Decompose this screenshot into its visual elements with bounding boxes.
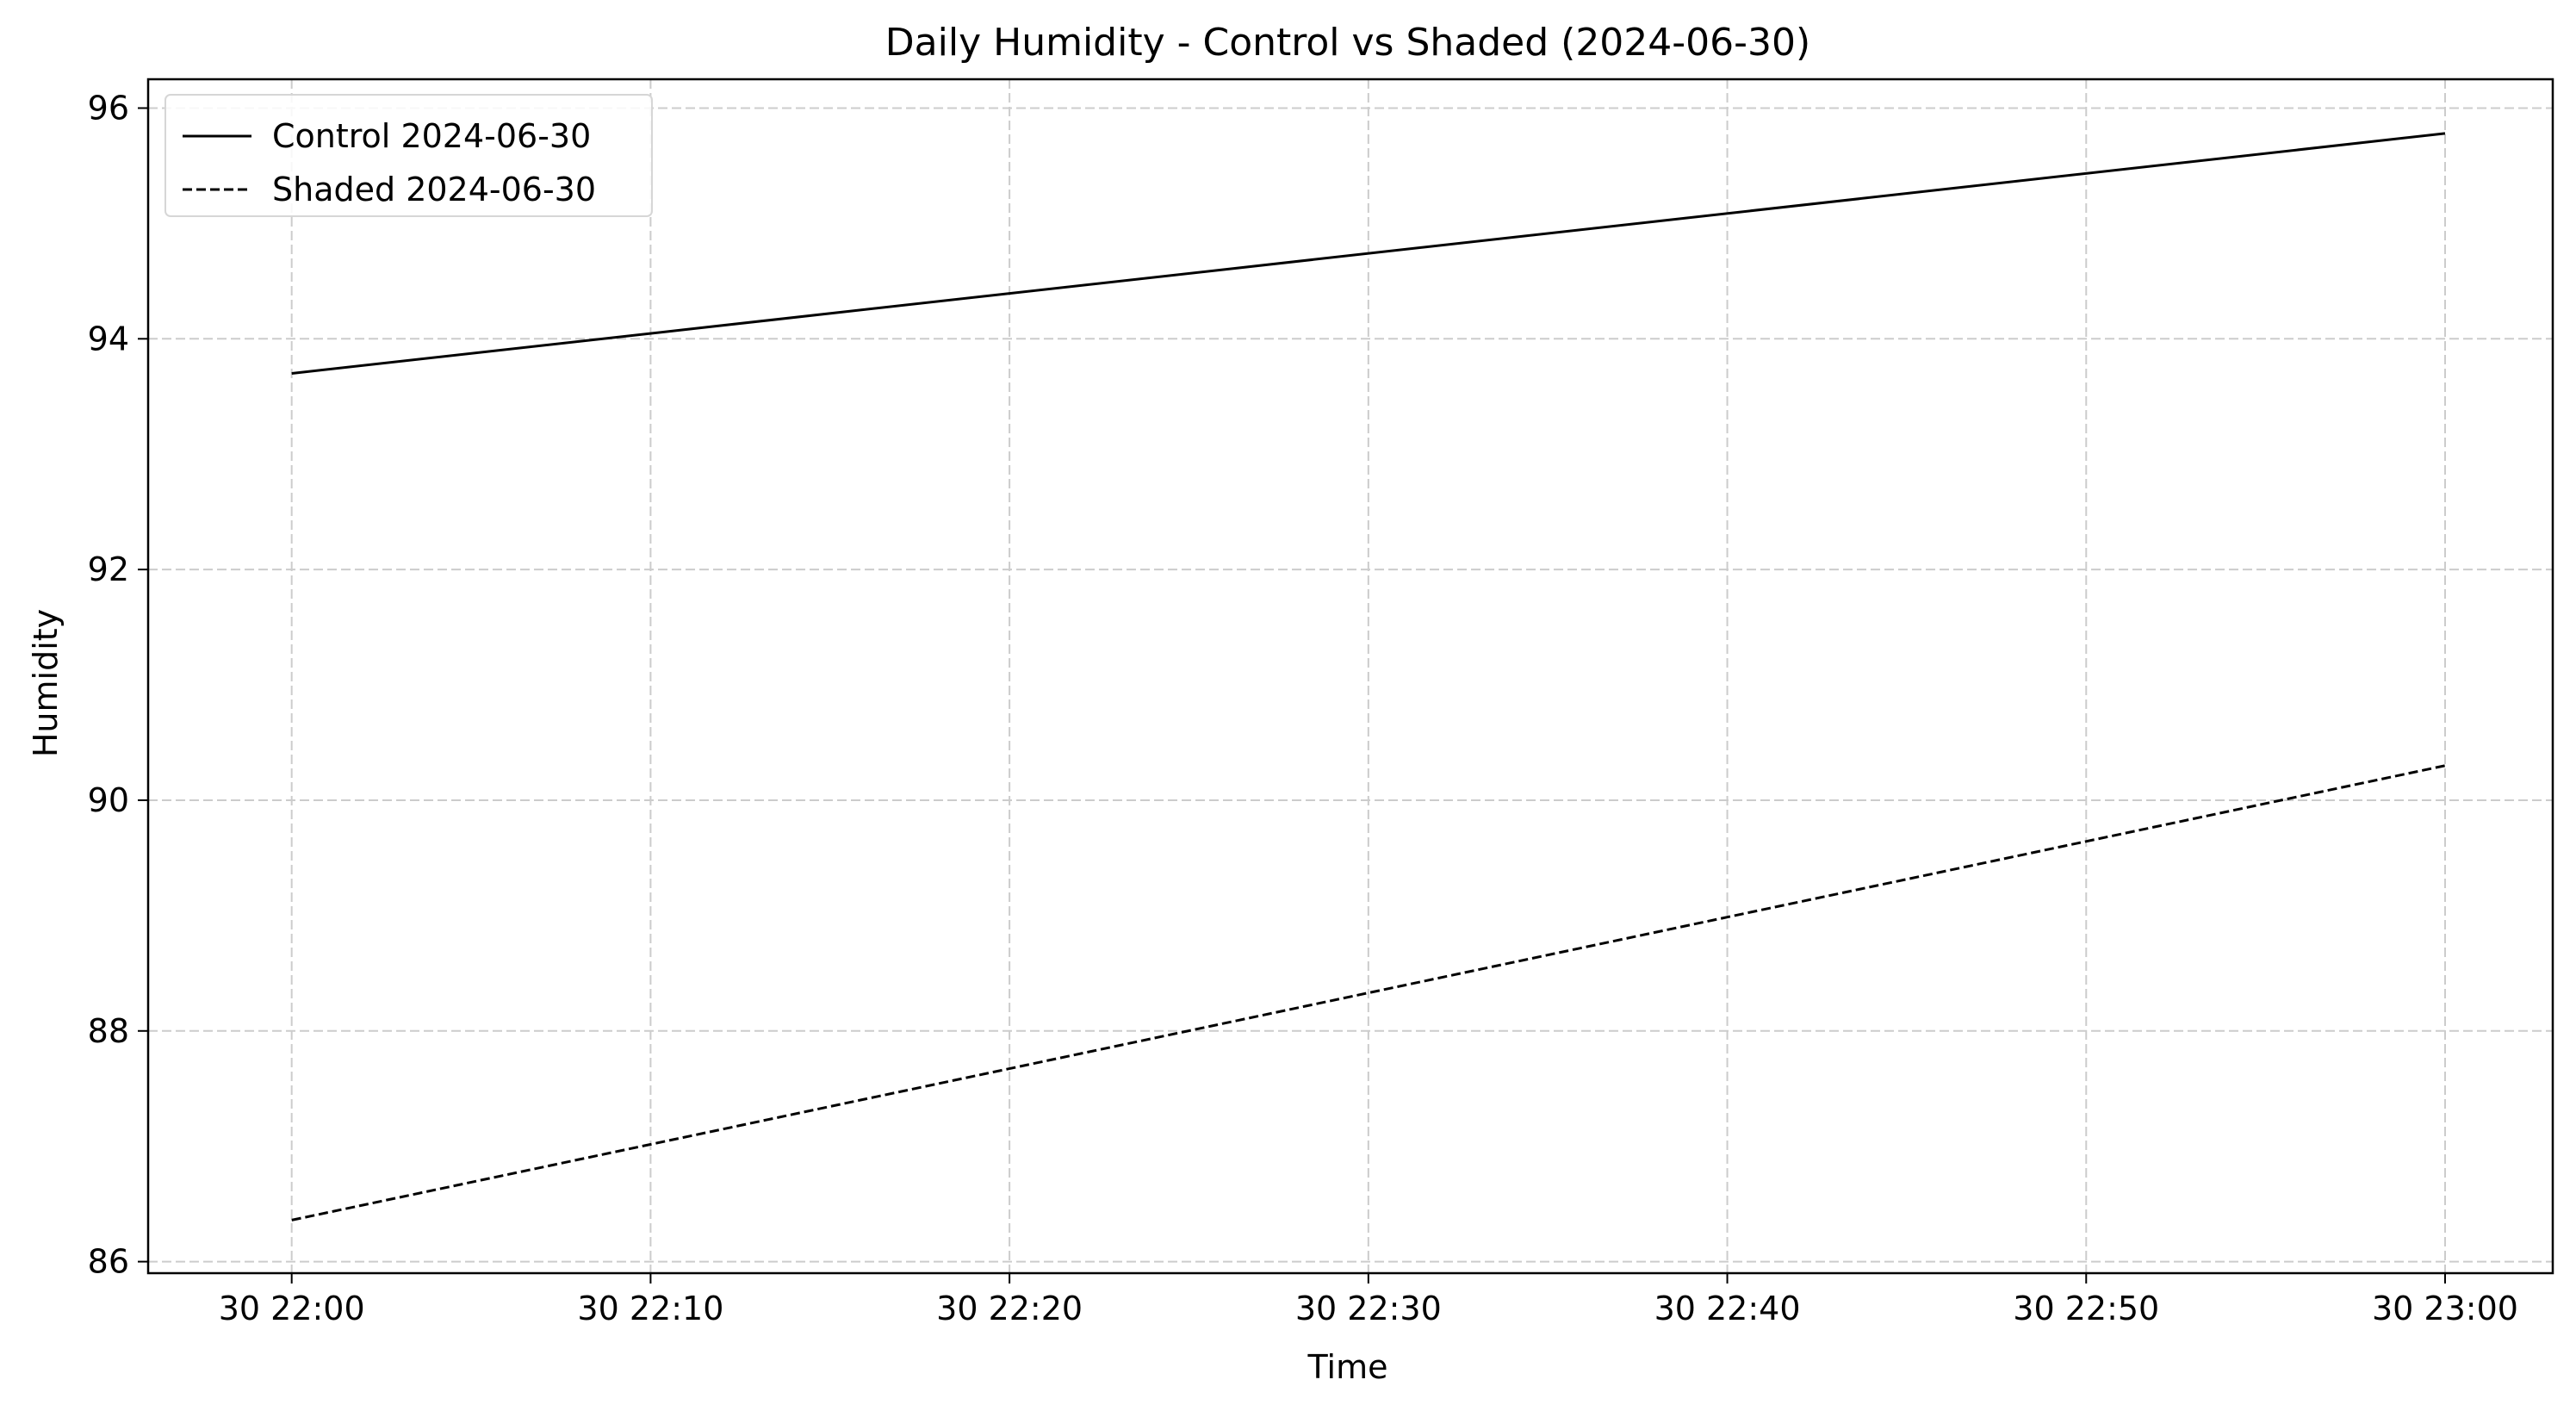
grid xyxy=(148,79,2553,1273)
y-tick-label: 90 xyxy=(88,781,129,819)
y-tick-label: 96 xyxy=(88,89,129,127)
y-tick-label: 88 xyxy=(88,1012,129,1050)
series-lines xyxy=(291,132,2446,1221)
y-axis-label: Humidity xyxy=(27,609,65,757)
x-tick-label: 30 22:20 xyxy=(936,1290,1083,1327)
x-tick-label: 30 22:00 xyxy=(219,1290,365,1327)
x-tick-label: 30 22:50 xyxy=(2013,1290,2159,1327)
plot-area-frame xyxy=(146,78,2554,1275)
y-tick-label: 92 xyxy=(88,550,129,588)
y-tick-label: 86 xyxy=(88,1243,129,1281)
y-tick-label: 94 xyxy=(88,320,129,357)
axis-ticks: 30 22:00 30 22:10 30 22:20 30 22:30 30 22:40… xyxy=(88,89,2518,1327)
legend-box xyxy=(164,94,653,217)
x-axis-label: Time xyxy=(1307,1348,1388,1386)
legend-label: Control 2024-06-30 xyxy=(272,117,591,155)
x-tick-label: 30 22:30 xyxy=(1295,1290,1442,1327)
chart-title: Daily Humidity - Control vs Shaded (2024… xyxy=(885,21,1810,65)
legend-label: Shaded 2024-06-30 xyxy=(272,171,596,208)
series-line-shaded xyxy=(291,764,2446,1221)
series-line-control xyxy=(291,132,2446,375)
x-tick-label: 30 22:10 xyxy=(577,1290,723,1327)
x-tick-label: 30 22:40 xyxy=(1654,1290,1801,1327)
legend: Control 2024-06-30 Shaded 2024-06-30 xyxy=(164,94,653,217)
x-tick-label: 30 23:00 xyxy=(2372,1290,2518,1327)
